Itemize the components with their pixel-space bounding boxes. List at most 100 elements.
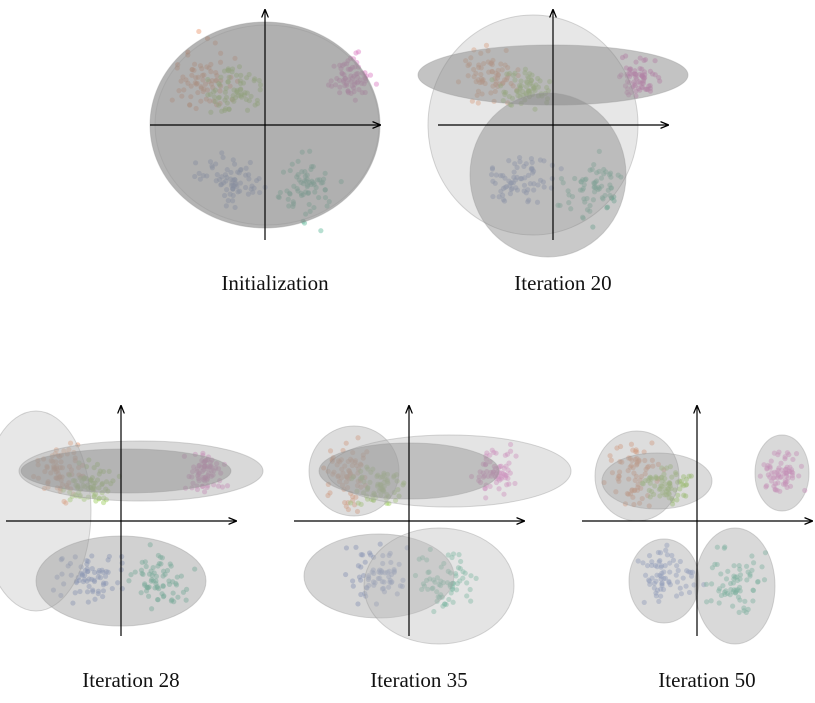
point — [745, 569, 751, 575]
point — [202, 458, 208, 464]
point — [384, 500, 390, 506]
point — [655, 476, 661, 482]
point — [70, 491, 76, 497]
point — [522, 175, 528, 181]
point — [351, 473, 357, 479]
point — [500, 197, 506, 203]
point — [636, 458, 642, 464]
point — [469, 98, 475, 104]
point — [66, 463, 73, 470]
point — [67, 497, 73, 503]
point — [555, 202, 561, 208]
point — [502, 471, 508, 478]
point — [708, 598, 714, 604]
point — [182, 485, 189, 491]
point — [77, 588, 83, 595]
point — [761, 462, 767, 468]
point — [384, 478, 391, 485]
point — [325, 481, 331, 487]
point — [648, 476, 654, 482]
point — [380, 553, 386, 559]
point — [686, 589, 693, 596]
point — [460, 569, 466, 575]
point — [373, 601, 380, 607]
point — [632, 456, 638, 462]
point — [777, 488, 783, 494]
point — [347, 456, 354, 462]
point — [452, 571, 459, 577]
point — [86, 457, 92, 463]
point — [81, 475, 87, 481]
point — [765, 472, 771, 478]
point — [369, 569, 375, 575]
point — [89, 475, 95, 481]
point — [189, 474, 195, 480]
point — [339, 466, 345, 472]
point — [591, 162, 597, 168]
point — [345, 485, 351, 491]
point — [383, 495, 389, 501]
point — [774, 487, 780, 493]
point — [88, 576, 95, 582]
point — [349, 458, 355, 464]
point — [72, 590, 78, 596]
point — [109, 585, 115, 592]
point — [190, 480, 196, 486]
point — [454, 580, 461, 587]
point — [355, 500, 361, 506]
point — [560, 180, 566, 186]
point — [381, 479, 387, 485]
point — [676, 478, 683, 484]
point — [203, 457, 209, 463]
point — [712, 561, 718, 567]
point — [389, 571, 395, 578]
point — [658, 576, 664, 582]
point — [205, 454, 212, 460]
point — [569, 193, 576, 200]
point — [391, 568, 397, 574]
point — [64, 484, 70, 490]
point — [162, 571, 168, 577]
point — [350, 494, 356, 500]
point — [343, 440, 349, 446]
point — [675, 479, 681, 485]
point — [327, 490, 333, 496]
point — [64, 451, 70, 457]
point — [670, 557, 677, 563]
point — [660, 490, 666, 496]
point — [624, 491, 630, 497]
point — [427, 576, 433, 582]
point — [99, 567, 105, 573]
point — [372, 491, 378, 498]
point — [334, 462, 340, 468]
point — [750, 598, 756, 604]
point — [355, 466, 362, 472]
point — [784, 470, 790, 476]
point — [771, 483, 777, 489]
point — [79, 571, 85, 578]
point — [196, 478, 202, 484]
point — [358, 468, 364, 474]
point — [681, 492, 687, 498]
point — [737, 597, 743, 603]
point — [343, 479, 349, 485]
point — [642, 457, 648, 464]
point — [487, 452, 493, 458]
point — [661, 471, 667, 477]
point — [340, 470, 346, 476]
point — [743, 563, 750, 569]
point — [669, 501, 676, 507]
point — [666, 579, 672, 586]
point — [721, 545, 727, 551]
point — [733, 587, 739, 593]
point — [55, 467, 61, 473]
point — [153, 578, 159, 584]
point — [68, 467, 75, 473]
point — [577, 187, 584, 193]
point — [329, 458, 335, 464]
point — [353, 544, 359, 550]
point — [90, 589, 96, 595]
point — [60, 487, 66, 493]
point — [355, 470, 361, 476]
point — [658, 593, 664, 599]
